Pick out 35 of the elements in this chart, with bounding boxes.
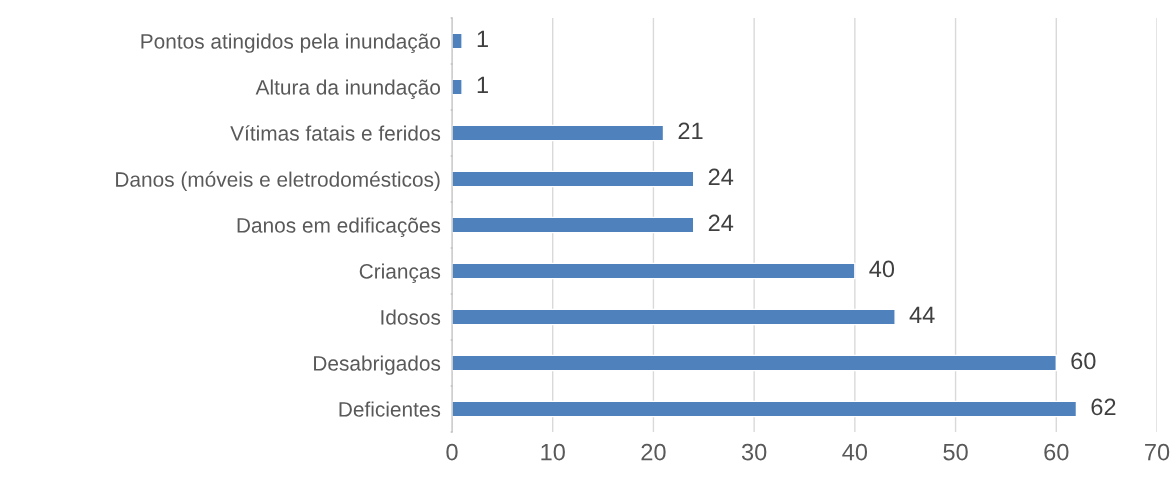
bar (452, 124, 665, 142)
bar (452, 216, 695, 234)
x-tick-label: 30 (741, 443, 767, 461)
bar (452, 262, 856, 280)
data-label: 1 (477, 30, 488, 48)
x-tick-label: 10 (541, 443, 565, 461)
y-tick-label: Danos em edificações (237, 217, 441, 237)
y-tick-label: Danos (móveis e eletrodomésticos) (116, 171, 440, 191)
x-tick-label: 70 (1145, 443, 1170, 461)
data-label: 44 (909, 306, 935, 324)
data-label: 60 (1071, 352, 1096, 370)
x-tick-label: 60 (1044, 443, 1069, 461)
y-tick-label: Idosos (381, 309, 441, 325)
data-label: 24 (708, 214, 734, 232)
y-tick-label: Desabrigados (314, 355, 441, 375)
bar (452, 400, 1078, 418)
bar (452, 32, 463, 50)
x-tick-label: 0 (446, 443, 458, 461)
y-tick-label: Crianças (359, 263, 441, 283)
y-tick-label: Altura da inundação (255, 79, 441, 99)
data-label: 21 (678, 122, 703, 140)
bar (452, 78, 463, 96)
bar (452, 354, 1057, 372)
x-tick-label: 40 (842, 443, 868, 461)
data-label: 24 (708, 168, 734, 186)
data-label: 1 (477, 76, 488, 94)
bar (452, 170, 695, 188)
data-label: 40 (869, 260, 895, 278)
x-tick-label: 20 (641, 443, 666, 461)
y-tick-label: Pontos atingidos pela inundação (141, 33, 441, 53)
data-label: 62 (1091, 398, 1116, 416)
y-tick-label: Deficientes (339, 401, 441, 417)
x-tick-label: 50 (943, 443, 968, 461)
y-tick-label: Vítimas fatais e feridos (230, 125, 441, 141)
bar (452, 308, 896, 326)
